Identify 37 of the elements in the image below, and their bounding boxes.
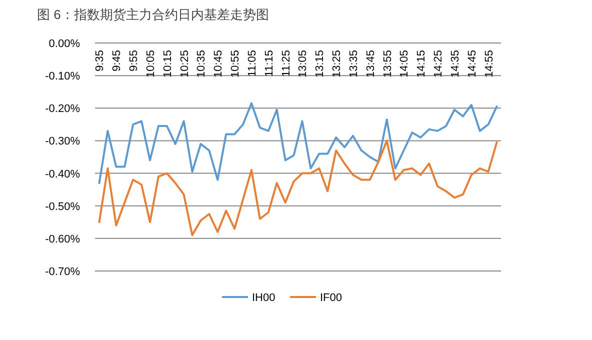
x-tick-label: 9:55 (128, 50, 140, 72)
legend-label: IH00 (252, 292, 276, 304)
x-tick-label: 13:55 (382, 50, 394, 78)
y-tick-label: -0.50% (45, 200, 80, 213)
x-tick-label: 13:25 (331, 50, 344, 78)
x-tick-label: 9:35 (94, 50, 106, 72)
line-series (98, 102, 498, 184)
x-tick-label: 14:05 (398, 50, 411, 78)
chart-title: 图 6：指数期货主力合约日内基差走势图 (37, 7, 269, 22)
x-tick-label: 10:55 (230, 50, 242, 78)
x-tick-label: 11:05 (246, 50, 258, 77)
legend-label: IF00 (320, 292, 342, 304)
x-tick-label: 13:15 (314, 50, 326, 78)
x-tick-label: 14:55 (483, 50, 496, 78)
line-series (98, 140, 498, 236)
x-tick-label: 11:15 (263, 50, 276, 77)
x-tick-label: 13:05 (297, 50, 310, 78)
y-tick-label: -0.20% (45, 103, 80, 116)
x-tick-label: 13:45 (364, 50, 377, 78)
x-tick-label: 14:45 (466, 50, 478, 78)
y-tick-label: 0.00% (48, 38, 80, 50)
x-tick-label: 11:25 (280, 50, 292, 77)
x-tick-label: 14:25 (432, 50, 445, 78)
x-tick-label: 10:35 (196, 50, 208, 78)
x-tick-label: 10:45 (212, 50, 225, 78)
x-tick-label: 10:25 (178, 50, 191, 78)
x-tick-label: 13:35 (348, 50, 360, 78)
x-tick-label: 14:35 (449, 50, 462, 78)
y-tick-label: -0.10% (45, 70, 80, 83)
y-tick-label: -0.60% (45, 233, 80, 246)
x-tick-label: 10:15 (162, 50, 174, 78)
x-tick-label: 9:45 (111, 50, 124, 72)
y-tick-label: -0.70% (45, 266, 80, 278)
y-tick-label: -0.30% (45, 136, 80, 148)
y-tick-label: -0.40% (45, 168, 80, 180)
x-tick-label: 14:15 (416, 50, 428, 78)
x-tick-label: 10:05 (144, 50, 157, 78)
